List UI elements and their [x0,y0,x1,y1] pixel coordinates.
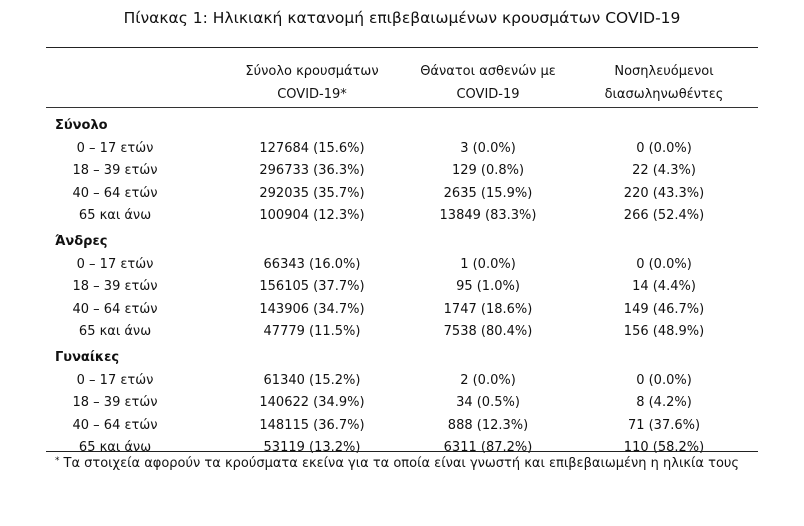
intubated-cell: 0 (0.0%) [636,256,692,272]
cases-cell: 47779 (11.5%) [263,324,361,339]
table-row: 40 – 64 ετών 143906 (34.7%) 1747 (18.6%)… [0,299,804,322]
age-cell: 65 και άνω [78,324,152,339]
age-cell: 18 – 39 ετών [72,163,158,178]
table-header-rule [46,107,758,108]
cases-cell: 156105 (37.7%) [259,279,365,294]
intubated-cell: 156 (48.9%) [623,324,705,339]
cases-cell: 127684 (15.6%) [259,140,365,156]
footnote-marker: * [55,456,60,466]
deaths-cell: 2635 (15.9%) [443,185,533,201]
table-row: 0 – 17 ετών 61340 (15.2%) 2 (0.0%) 0 (0.… [0,370,804,393]
intubated-cell: 14 (4.4%) [632,279,696,294]
deaths-cell: 1747 (18.6%) [443,301,533,317]
cases-cell: 143906 (34.7%) [259,301,365,317]
table-row: 18 – 39 ετών 140622 (34.9%) 34 (0.5%) 8 … [0,392,804,415]
table-row: 0 – 17 ετών 66343 (16.0%) 1 (0.0%) 0 (0.… [0,254,804,277]
table-top-rule [46,47,758,48]
cases-cell: 140622 (34.9%) [259,395,365,410]
column-header-cases: Σύνολο κρουσμάτων COVID-19* [245,64,379,102]
section-men: Άνδρες 0 – 17 ετών 66343 (16.0%) 1 (0.0%… [0,231,804,344]
intubated-cell: 8 (4.2%) [636,395,692,410]
age-cell: 65 και άνω [78,208,152,223]
cases-cell: 148115 (36.7%) [259,417,365,433]
table-body: Σύνολο 0 – 17 ετών 127684 (15.6%) 3 (0.0… [0,115,804,463]
table-title: Πίνακας 1: Ηλικιακή κατανομή επιβεβαιωμέ… [123,9,681,27]
age-cell: 18 – 39 ετών [72,279,158,294]
age-cell: 40 – 64 ετών [72,301,158,317]
intubated-cell: 0 (0.0%) [636,140,692,156]
cases-cell: 61340 (15.2%) [263,372,361,388]
deaths-cell: 13849 (83.3%) [439,208,537,223]
deaths-cell: 2 (0.0%) [460,372,516,388]
table-row: 65 και άνω 100904 (12.3%) 13849 (83.3%) … [0,205,804,228]
cases-cell: 100904 (12.3%) [259,208,365,223]
cases-cell: 292035 (35.7%) [259,185,365,201]
intubated-cell: 266 (52.4%) [623,208,705,223]
section-women: Γυναίκες 0 – 17 ετών 61340 (15.2%) 2 (0.… [0,347,804,460]
section-label: Γυναίκες [55,350,120,365]
age-cell: 40 – 64 ετών [72,185,158,201]
cases-cell: 66343 (16.0%) [263,256,361,272]
table-row: 0 – 17 ετών 127684 (15.6%) 3 (0.0%) 0 (0… [0,138,804,161]
column-header-intubated: Νοσηλευόμενοι διασωληνωθέντες [604,64,724,102]
table-row: 40 – 64 ετών 292035 (35.7%) 2635 (15.9%)… [0,183,804,206]
age-cell: 0 – 17 ετών [76,372,154,388]
intubated-cell: 149 (46.7%) [623,301,705,317]
deaths-cell: 129 (0.8%) [451,163,525,178]
cases-cell: 296733 (36.3%) [259,163,365,178]
deaths-cell: 888 (12.3%) [447,417,529,433]
intubated-cell: 220 (43.3%) [623,185,705,201]
table-row: 40 – 64 ετών 148115 (36.7%) 888 (12.3%) … [0,415,804,438]
age-cell: 40 – 64 ετών [72,417,158,433]
age-cell: 0 – 17 ετών [76,256,154,272]
table-row: 18 – 39 ετών 156105 (37.7%) 95 (1.0%) 14… [0,276,804,299]
deaths-cell: 7538 (80.4%) [443,324,533,339]
section-total: Σύνολο 0 – 17 ετών 127684 (15.6%) 3 (0.0… [0,115,804,228]
footnote-text: Τα στοιχεία αφορούν τα κρούσματα εκείνα … [63,456,740,471]
table-bottom-rule [46,451,758,452]
deaths-cell: 34 (0.5%) [456,395,520,410]
section-label: Άνδρες [55,234,108,249]
column-header-deaths: Θάνατοι ασθενών με COVID-19 [420,64,556,102]
deaths-cell: 3 (0.0%) [460,140,516,156]
intubated-cell: 0 (0.0%) [636,372,692,388]
intubated-cell: 71 (37.6%) [627,417,701,433]
table-row: 65 και άνω 47779 (11.5%) 7538 (80.4%) 15… [0,321,804,344]
deaths-cell: 95 (1.0%) [456,279,520,294]
section-label: Σύνολο [55,118,108,133]
age-cell: 18 – 39 ετών [72,395,158,410]
deaths-cell: 1 (0.0%) [460,256,516,272]
intubated-cell: 22 (4.3%) [632,163,696,178]
footnote: * Τα στοιχεία αφορούν τα κρούσματα εκείνα… [55,453,739,475]
table-row: 18 – 39 ετών 296733 (36.3%) 129 (0.8%) 2… [0,160,804,183]
age-cell: 0 – 17 ετών [76,140,154,156]
